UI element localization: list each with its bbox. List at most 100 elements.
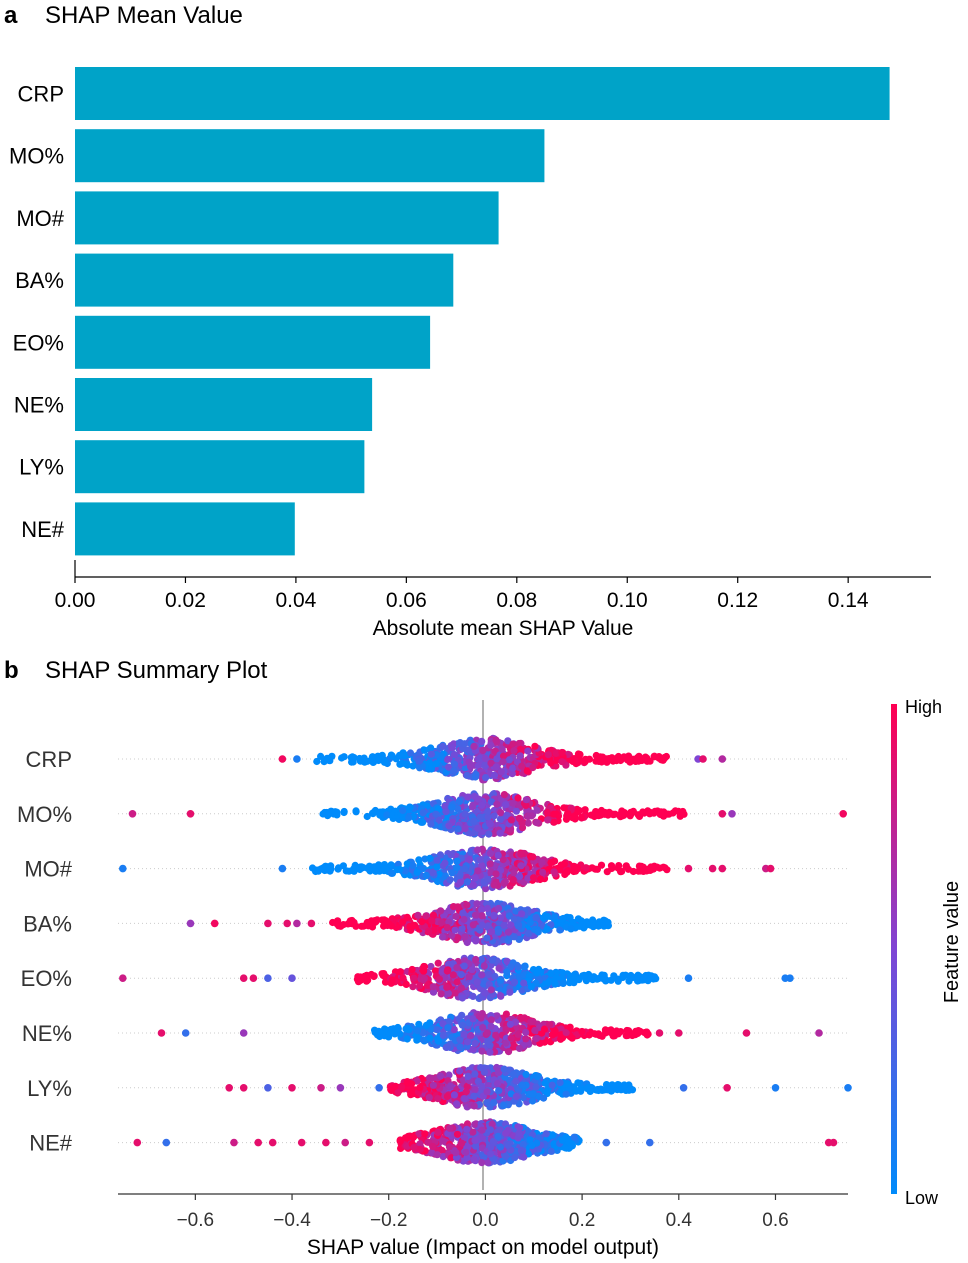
swarm-point [635,758,642,765]
swarm-point [405,814,412,821]
outlier-point [163,1139,171,1147]
outlier-point [269,1139,277,1147]
swarm-point [463,901,470,908]
feature-label: EO% [21,966,72,991]
swarm-point [462,1149,469,1156]
outlier-point [283,920,291,928]
swarm-point [547,859,554,866]
swarm-point [361,973,368,980]
swarm-point [550,811,557,818]
swarm-point [494,1080,501,1087]
swarm-point [533,969,540,976]
bar-category-label: NE# [21,517,65,542]
swarm-point [477,1014,484,1021]
swarm-point [484,808,491,815]
swarm-point [571,1134,578,1141]
swarm-point [483,935,490,942]
swarm-point [484,905,491,912]
swarm-point [625,978,632,985]
swarm-point [459,994,466,1001]
bar-category-label: MO% [9,144,64,169]
swarm-point [477,1064,484,1071]
bar-chart-x-tick-label: 0.02 [165,589,206,612]
swarm-point [450,971,457,978]
summary-plot-x-tick-label: 0.4 [666,1210,693,1231]
swarm-point [481,761,488,768]
swarm-point [552,1027,559,1034]
swarm-point [398,1084,405,1091]
swarm-point [392,1026,399,1033]
swarm-point [461,963,468,970]
bar-category-label: MO# [16,206,64,231]
swarm-point [509,765,516,772]
swarm-point [643,1029,650,1036]
swarm-point [470,1156,477,1163]
swarm-point [564,810,571,817]
swarm-point [485,971,492,978]
outlier-point [264,974,272,982]
swarm-point [470,743,477,750]
swarm-point [528,1142,535,1149]
swarm-point [609,756,616,763]
bar-ly-pct [75,440,364,493]
swarm-point [501,880,508,887]
swarm-point [587,922,594,929]
swarm-point [650,810,657,817]
swarm-point [510,1071,517,1078]
swarm-point [552,981,559,988]
summary-plot-x-axis-label: SHAP value (Impact on model output) [307,1236,659,1259]
outlier-point [322,1139,330,1147]
outlier-point [723,1084,731,1092]
swarm-point [611,1032,618,1039]
swarm-point [445,990,452,997]
swarm-point [572,974,579,981]
swarm-point [348,917,355,924]
swarm-point [498,768,505,775]
swarm-point [513,1093,520,1100]
colorbar [891,704,897,1194]
outlier-point [839,810,847,818]
swarm-point [375,1028,382,1035]
outlier-point [685,865,693,873]
swarm-point [479,747,486,754]
swarm-point [520,980,527,987]
swarm-point [518,910,525,917]
swarm-point [461,1095,468,1102]
swarm-point [470,818,477,825]
swarm-point [523,796,530,803]
swarm-point [399,974,406,981]
swarm-point [563,869,570,876]
swarm-point [352,807,359,814]
swarm-point [426,1094,433,1101]
swarm-point [517,752,524,759]
swarm-point [335,864,342,871]
swarm-point [410,1134,417,1141]
swarm-point [410,975,417,982]
outlier-point [288,1084,296,1092]
swarm-point [524,747,531,754]
swarm-point [515,1031,522,1038]
swarm-point [388,861,395,868]
swarm-point [447,876,454,883]
swarm-point [459,910,466,917]
outlier-point [293,755,301,763]
swarm-point [497,815,504,822]
swarm-point [648,974,655,981]
swarm-point [471,1102,478,1109]
bar-chart-x-tick-label: 0.04 [275,589,316,612]
bar-ne-pct [75,378,372,431]
bar-chart-x-axis-label: Absolute mean SHAP Value [373,617,634,640]
swarm-point [313,758,320,765]
swarm-point [429,869,436,876]
swarm-point [388,922,395,929]
swarm-point [358,863,365,870]
swarm-point [539,869,546,876]
swarm-point [501,922,508,929]
swarm-point [586,1031,593,1038]
swarm-point [558,749,565,756]
swarm-point [551,868,558,875]
swarm-point [447,1083,454,1090]
swarm-point [575,915,582,922]
swarm-point [427,1035,434,1042]
swarm-point [525,930,532,937]
